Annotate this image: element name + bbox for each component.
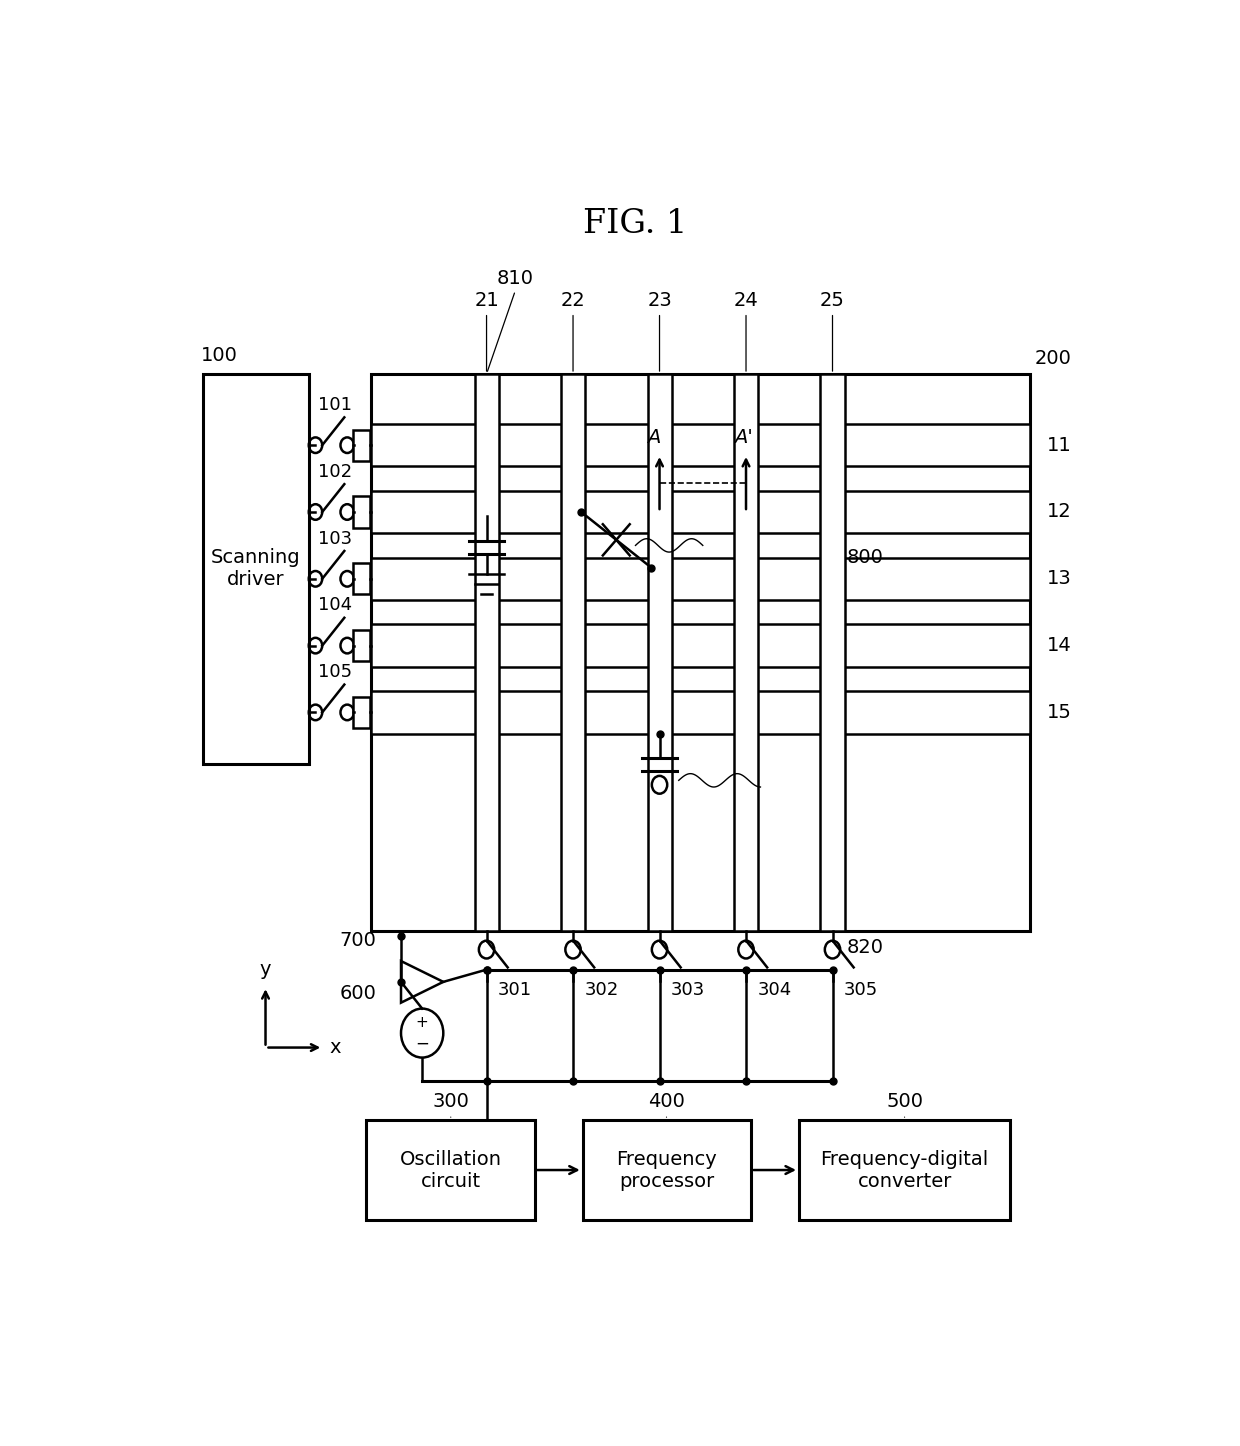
Text: 105: 105 bbox=[319, 664, 352, 681]
Text: Frequency
processor: Frequency processor bbox=[616, 1150, 717, 1190]
Bar bbox=[353, 496, 371, 528]
Text: 102: 102 bbox=[319, 463, 352, 482]
Text: 23: 23 bbox=[647, 292, 672, 311]
Text: 13: 13 bbox=[1047, 570, 1071, 589]
Text: 400: 400 bbox=[647, 1092, 684, 1111]
Bar bbox=[821, 375, 844, 931]
Text: 14: 14 bbox=[1047, 636, 1071, 655]
Text: y: y bbox=[259, 960, 272, 979]
Text: 104: 104 bbox=[319, 596, 352, 615]
Bar bbox=[560, 375, 585, 931]
Text: Scanning
driver: Scanning driver bbox=[211, 548, 301, 590]
Text: A': A' bbox=[734, 428, 753, 447]
Bar bbox=[203, 375, 309, 763]
Text: 21: 21 bbox=[474, 292, 498, 311]
Text: 800: 800 bbox=[847, 548, 884, 567]
Text: A: A bbox=[647, 428, 661, 447]
Bar bbox=[371, 691, 1029, 733]
Text: 820: 820 bbox=[847, 938, 884, 957]
Text: 600: 600 bbox=[340, 985, 376, 1004]
Text: 200: 200 bbox=[1034, 350, 1071, 369]
Bar bbox=[799, 1119, 1011, 1220]
Text: 301: 301 bbox=[498, 980, 532, 999]
Text: Frequency-digital
converter: Frequency-digital converter bbox=[821, 1150, 988, 1190]
Text: 810: 810 bbox=[497, 269, 534, 288]
Text: −: − bbox=[415, 1034, 429, 1053]
Text: 100: 100 bbox=[201, 346, 238, 364]
Text: 22: 22 bbox=[560, 292, 585, 311]
Bar bbox=[371, 625, 1029, 667]
Bar bbox=[647, 375, 672, 931]
Bar bbox=[371, 424, 1029, 467]
Text: 304: 304 bbox=[758, 980, 792, 999]
Bar bbox=[353, 630, 371, 661]
Text: 302: 302 bbox=[584, 980, 619, 999]
Bar bbox=[353, 562, 371, 594]
Text: Oscillation
circuit: Oscillation circuit bbox=[399, 1150, 501, 1190]
Text: FIG. 1: FIG. 1 bbox=[583, 208, 688, 240]
Text: 300: 300 bbox=[433, 1092, 470, 1111]
Text: 12: 12 bbox=[1047, 503, 1071, 522]
Text: 700: 700 bbox=[340, 931, 376, 950]
Text: x: x bbox=[330, 1038, 341, 1057]
Text: +: + bbox=[415, 1015, 429, 1031]
Text: 25: 25 bbox=[820, 292, 844, 311]
Bar bbox=[371, 558, 1029, 600]
Bar bbox=[734, 375, 758, 931]
Text: 303: 303 bbox=[671, 980, 706, 999]
Bar bbox=[475, 375, 498, 931]
Polygon shape bbox=[401, 962, 444, 1002]
Text: 15: 15 bbox=[1047, 703, 1071, 722]
Bar bbox=[583, 1119, 750, 1220]
Text: 103: 103 bbox=[319, 529, 352, 548]
Text: 11: 11 bbox=[1047, 435, 1071, 454]
Bar bbox=[367, 1119, 534, 1220]
Text: 305: 305 bbox=[844, 980, 878, 999]
Text: 101: 101 bbox=[319, 396, 352, 414]
Bar bbox=[371, 375, 1029, 931]
Text: 24: 24 bbox=[734, 292, 759, 311]
Bar bbox=[353, 429, 371, 461]
Text: 500: 500 bbox=[887, 1092, 923, 1111]
Bar bbox=[353, 697, 371, 727]
Bar bbox=[371, 490, 1029, 534]
